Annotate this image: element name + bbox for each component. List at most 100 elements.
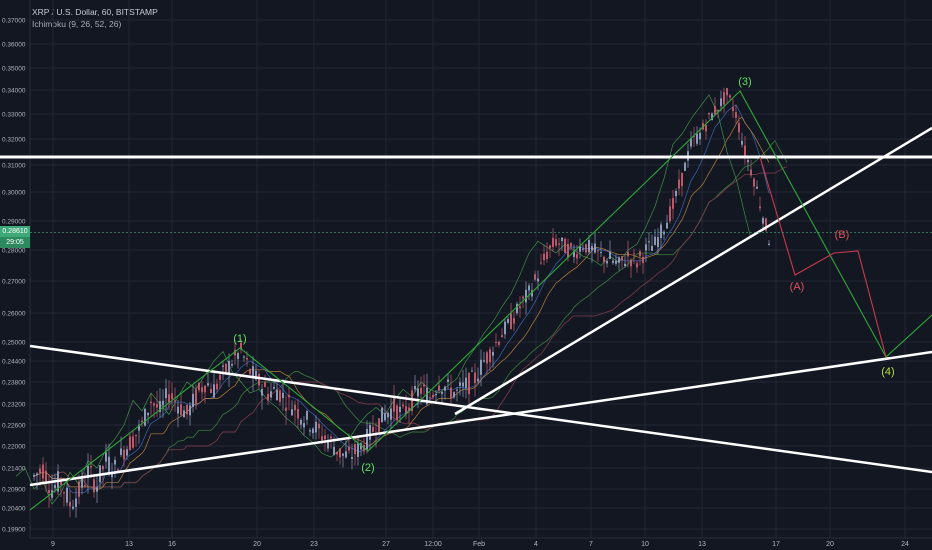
candle-body [342,453,344,456]
candle-body [558,243,560,245]
x-tick-label: 13 [698,541,706,548]
candle-body [495,342,497,344]
candle-body [81,477,83,488]
candle-body [339,448,341,458]
candle-body [381,407,383,423]
candle-body [534,274,536,280]
y-tick-label: 0.22000 [2,444,26,451]
candle-body [588,240,590,253]
candle-body [78,481,80,497]
candle-body [183,410,185,418]
candle-body [645,244,647,251]
candle-body [486,352,488,364]
candle-body [600,252,602,254]
x-tick-label: 9 [51,541,55,548]
y-tick-label: 0.34000 [2,88,26,95]
candle-body [129,436,131,451]
candle-body [714,106,716,115]
candle-body [471,370,473,372]
candle-body [552,237,554,247]
candle-body [312,428,314,434]
y-tick-label: 0.19900 [2,527,26,534]
correction-wave-path [759,156,887,358]
candle-body [252,366,254,378]
candle-body [246,357,248,360]
y-tick-label: 0.21400 [2,466,26,473]
candle-body [348,446,350,451]
candle-body [318,423,320,429]
candle-body [420,387,422,394]
candle-body [306,411,308,420]
candle-body [321,436,323,441]
y-tick-label: 0.33000 [2,112,26,119]
candle-body [540,262,542,264]
candle-body [243,356,245,358]
grid [29,0,932,539]
candle-body [642,256,644,264]
candle-body [453,392,455,398]
candle-body [315,421,317,433]
candle-body [51,490,53,498]
candle-body [504,321,506,335]
candle-body [564,238,566,253]
candle-body [630,259,632,267]
wave-label: (2) [361,462,374,474]
x-tick-label: 24 [901,541,909,548]
candle-body [693,136,695,138]
tenkan-line [33,104,770,494]
candle-body [63,492,65,494]
candle-body [387,412,389,418]
candle-body [522,296,524,299]
candle-body [456,389,458,391]
candle-body [735,112,737,118]
candle-body [132,436,134,448]
candle-body [444,386,446,391]
candle-body [234,349,236,356]
x-tick-label: 17 [772,541,780,548]
ascending-trendline [29,350,932,487]
candle-body [120,448,122,455]
candle-body [60,479,62,485]
candle-body [297,408,299,419]
candle-body [90,465,92,468]
candle-body [360,443,362,450]
x-tick-label: 27 [382,541,390,548]
candle-body [204,385,206,393]
candle-body [156,404,158,408]
candle-body [213,384,215,398]
candle-body [654,236,656,245]
candle-body [144,408,146,426]
candle-body [525,289,527,303]
candle-body [210,388,212,393]
candle-body [372,426,374,432]
candle-body [711,113,713,121]
candle-body [168,394,170,403]
candle-body [555,239,557,246]
x-tick-label: 13 [125,541,133,548]
candle-body [723,92,725,105]
candle-body [591,246,593,251]
senkou-span-b [51,166,788,488]
y-tick-label: 0.23800 [2,380,26,387]
candle-body [636,263,638,268]
candle-body [396,405,398,421]
candle-body [660,224,662,239]
candle-body [261,388,263,396]
candle-body [282,392,284,399]
candles [33,87,770,518]
candle-body [576,254,578,259]
x-tick-label: Feb [473,541,485,548]
candle-body [279,390,281,402]
x-tick-label: 23 [310,541,318,548]
candle-body [141,420,143,423]
candle-body [468,373,470,395]
y-tick-label: 0.22600 [2,423,26,430]
candle-body [528,285,530,291]
candle-body [477,378,479,382]
candle-body [87,465,89,478]
candle-body [159,401,161,412]
candle-body [639,251,641,257]
candle-body [105,452,107,462]
candle-body [36,473,38,476]
